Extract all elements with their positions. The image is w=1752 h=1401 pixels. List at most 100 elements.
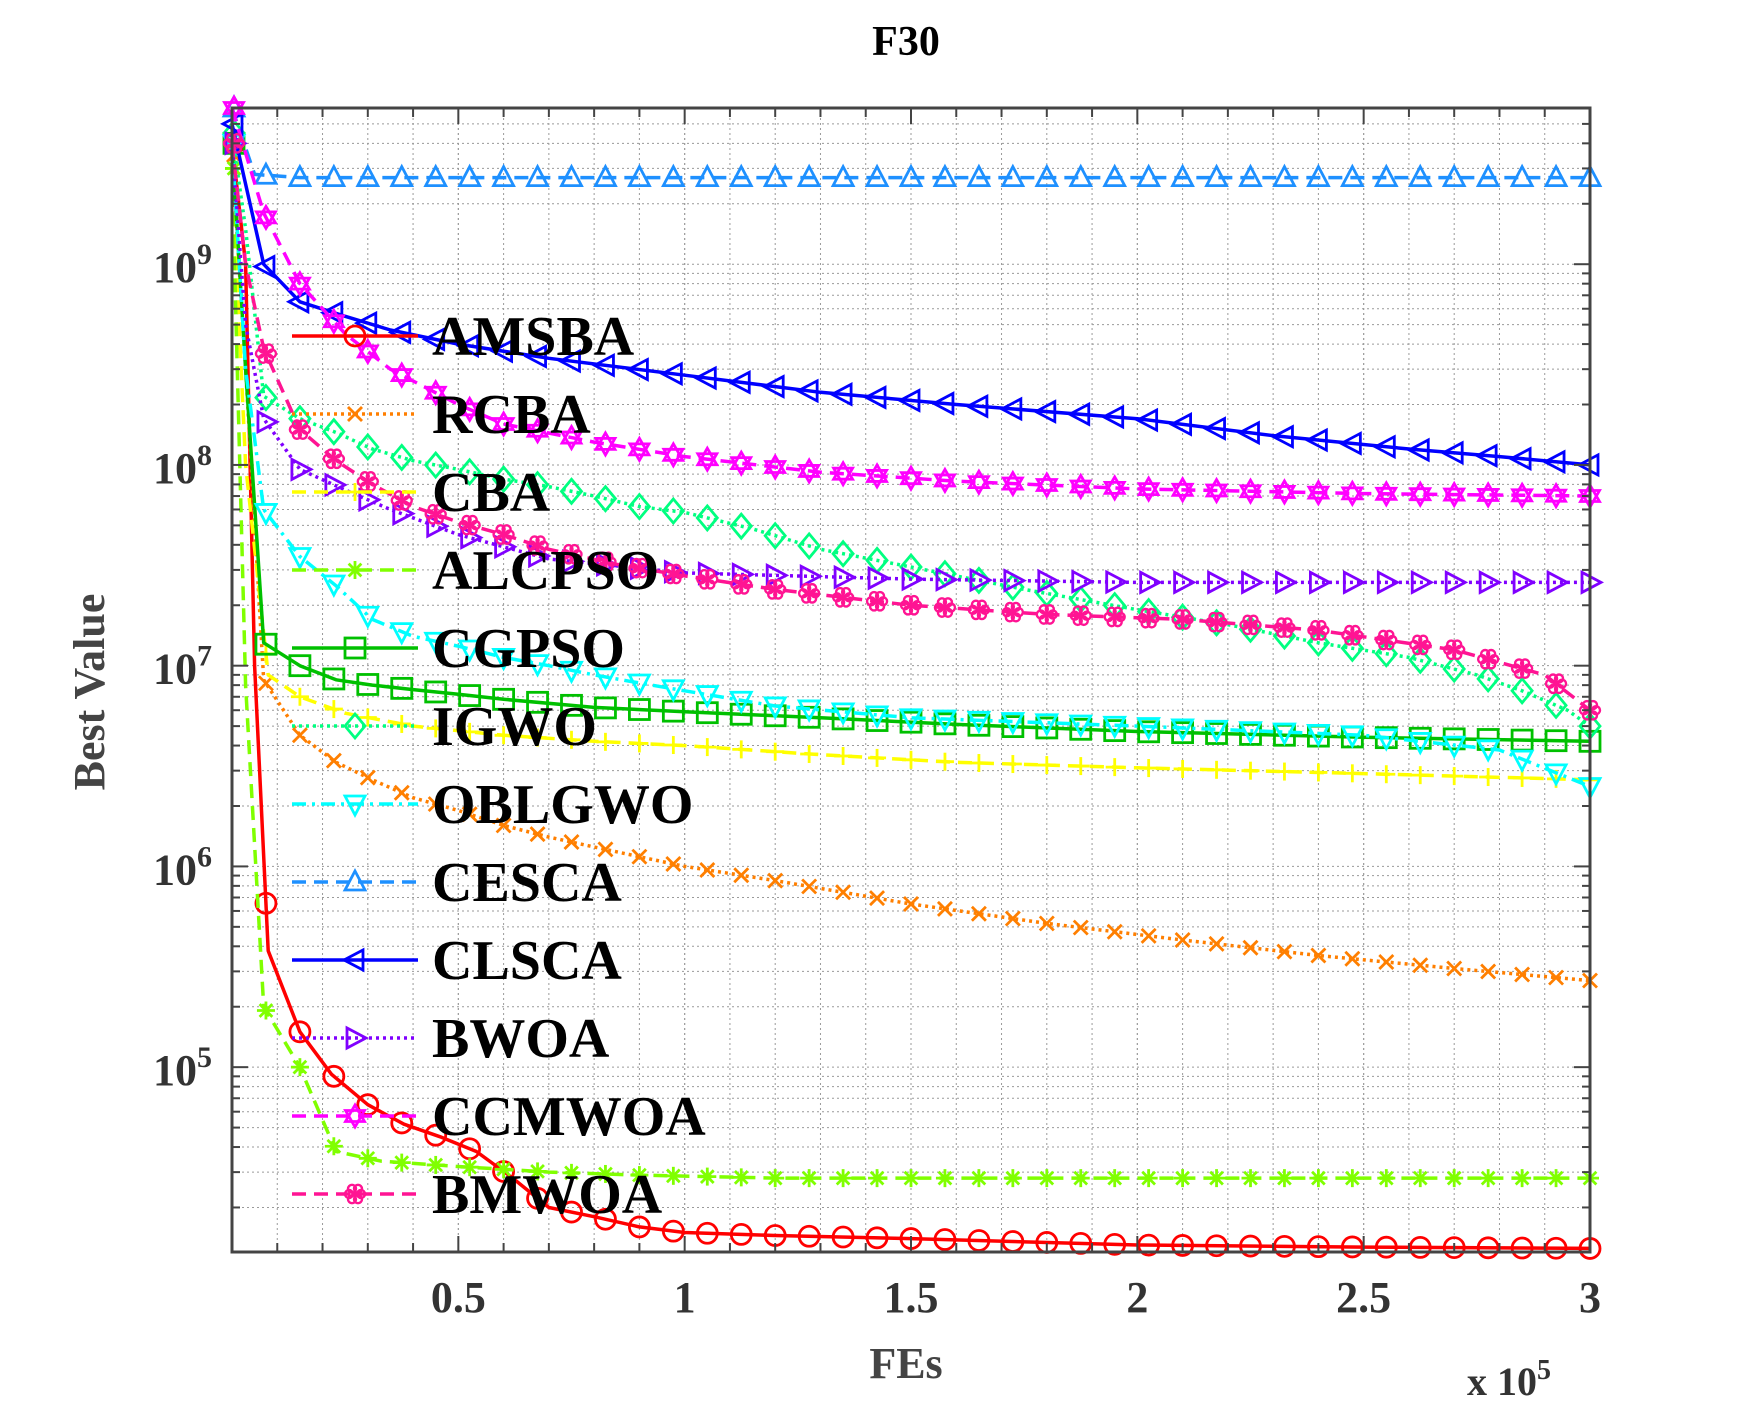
x-multiplier: x 105: [1467, 1355, 1551, 1401]
marker: [285, 289, 310, 315]
marker: [1034, 163, 1060, 188]
legend-item-alcpso: ALCPSO: [292, 540, 659, 602]
marker: [325, 752, 342, 769]
marker: [1544, 691, 1568, 720]
y-tick-label: 107: [153, 640, 212, 694]
marker: [1276, 943, 1293, 960]
marker: [1509, 163, 1535, 188]
marker: [523, 344, 547, 369]
marker: [324, 472, 348, 498]
marker: [1309, 763, 1328, 782]
marker: [254, 343, 278, 365]
marker: [343, 324, 367, 348]
marker: [287, 547, 313, 571]
marker: [1340, 1235, 1364, 1259]
y-tick-label: 109: [153, 238, 212, 292]
marker: [1480, 963, 1497, 980]
series-line: [230, 123, 1591, 467]
marker: [762, 696, 788, 720]
marker: [1475, 163, 1501, 188]
marker: [460, 722, 479, 741]
legend-label: IGWO: [432, 696, 597, 758]
marker: [1512, 570, 1537, 595]
marker: [492, 687, 516, 711]
marker: [392, 714, 411, 733]
marker: [800, 1169, 819, 1188]
marker: [766, 742, 785, 761]
marker: [491, 647, 516, 672]
marker: [1376, 570, 1401, 595]
marker: [1068, 163, 1094, 188]
marker: [557, 348, 581, 374]
marker: [1513, 1169, 1532, 1188]
marker: [1204, 476, 1229, 505]
marker: [1139, 759, 1158, 778]
marker: [254, 891, 278, 915]
legend-item-igwo: IGWO: [292, 696, 597, 758]
marker: [1306, 478, 1331, 507]
series-oblgwo: [221, 133, 1603, 801]
marker: [321, 307, 346, 336]
marker: [1374, 1235, 1398, 1259]
legend-item-rcba: RCBA: [292, 384, 591, 446]
marker: [287, 163, 313, 188]
marker: [494, 1160, 513, 1179]
marker: [1037, 568, 1061, 594]
marker: [560, 693, 583, 717]
marker: [222, 94, 246, 122]
marker: [930, 391, 955, 416]
marker: [290, 457, 314, 482]
marker: [1001, 715, 1025, 739]
marker: [1004, 910, 1021, 927]
marker: [864, 163, 890, 188]
marker: [562, 730, 581, 749]
marker: [1408, 646, 1433, 675]
marker: [728, 163, 754, 188]
marker: [421, 327, 446, 352]
marker: [1377, 1169, 1396, 1188]
marker: [865, 709, 889, 732]
marker: [1309, 570, 1333, 595]
marker: [932, 709, 958, 734]
marker: [896, 388, 921, 413]
marker: [767, 872, 784, 889]
marker: [529, 826, 546, 843]
marker: [597, 841, 614, 858]
marker: [1444, 570, 1469, 595]
marker: [698, 1167, 717, 1186]
marker: [1102, 163, 1128, 188]
marker: [1136, 163, 1161, 188]
marker: [795, 378, 819, 404]
marker: [288, 419, 312, 440]
marker: [353, 310, 378, 336]
marker: [1103, 606, 1126, 628]
marker: [1071, 757, 1090, 776]
marker: [799, 563, 824, 589]
marker: [1341, 624, 1364, 646]
marker: [1547, 1169, 1566, 1188]
series-line: [230, 143, 1590, 585]
marker: [1139, 1169, 1158, 1188]
marker: [1238, 163, 1263, 188]
marker: [1140, 927, 1157, 944]
marker: [1372, 434, 1396, 460]
marker: [423, 450, 448, 480]
marker: [761, 374, 785, 399]
marker: [1068, 714, 1094, 739]
marker: [1001, 601, 1025, 623]
marker: [1441, 163, 1467, 188]
legend-label: CBA: [432, 462, 551, 524]
marker: [596, 1164, 615, 1183]
marker: [495, 817, 512, 834]
marker: [358, 487, 382, 513]
marker: [829, 382, 853, 407]
marker: [800, 744, 819, 763]
marker: [342, 867, 368, 892]
marker: [630, 1166, 649, 1185]
marker: [346, 483, 364, 501]
marker: [831, 707, 855, 731]
marker: [1174, 932, 1191, 948]
marker: [1373, 728, 1399, 752]
marker: [1239, 614, 1262, 636]
marker: [966, 163, 992, 188]
